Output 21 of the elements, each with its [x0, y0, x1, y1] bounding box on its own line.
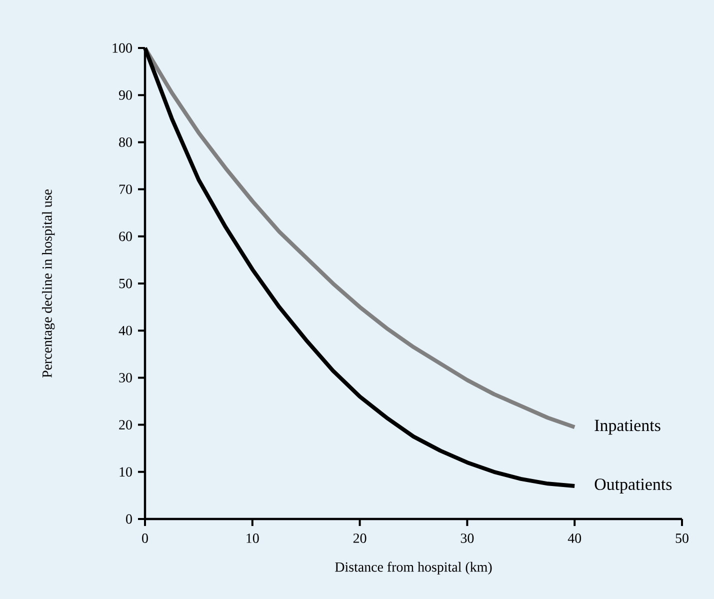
y-tick-label: 60: [119, 232, 132, 242]
y-tick-label: 30: [119, 372, 132, 382]
x-axis-title: Distance from hospital (km): [335, 562, 492, 575]
x-tick-label: 50: [676, 534, 688, 543]
y-tick-label: 100: [112, 43, 132, 53]
x-tick-label: 10: [246, 534, 259, 543]
y-tick-label: 50: [119, 278, 132, 288]
series-label: Outpatients: [594, 478, 672, 494]
x-tick-label: 0: [142, 534, 148, 543]
y-tick-label: 20: [119, 420, 132, 430]
x-tick-label: 30: [460, 534, 474, 543]
x-tick-label: 20: [353, 534, 366, 543]
y-tick-label: 90: [118, 90, 132, 100]
x-tick-label: 40: [568, 534, 582, 543]
y-axis-title: Percentage decline in hospital use: [42, 189, 55, 378]
y-tick-label: 80: [119, 137, 132, 147]
series-label: Inpatients: [594, 420, 660, 435]
y-tick-label: 10: [120, 467, 132, 477]
y-tick-label: 70: [119, 184, 132, 194]
y-tick-label: 40: [118, 326, 132, 336]
y-tick-label: 0: [126, 514, 132, 524]
